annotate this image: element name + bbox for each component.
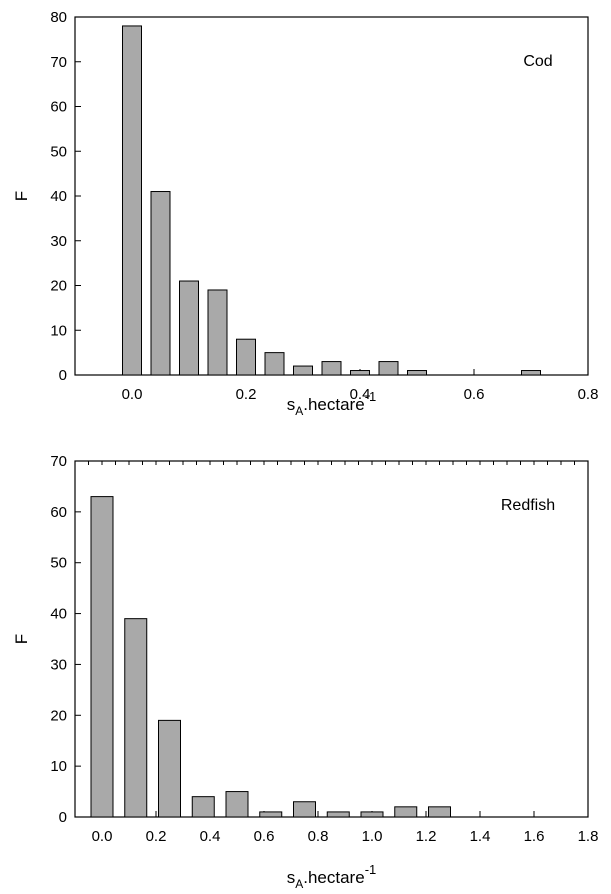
bar bbox=[124, 618, 148, 818]
y-tick-label: 70 bbox=[50, 54, 67, 71]
x-tick-label: 1.4 bbox=[470, 828, 491, 845]
chart-panel-1: 0 10 20 30 40 50 60 70 80 0.0 0.2 0.4 0.6 0.8 Cod FsA.h… bbox=[12, 9, 598, 418]
y-tick-label: 20 bbox=[50, 278, 67, 295]
y-tick-label: 10 bbox=[50, 758, 67, 775]
y-tick-label: 60 bbox=[50, 504, 67, 521]
bar bbox=[264, 352, 285, 376]
bar bbox=[90, 496, 114, 818]
panel-annotation: Cod bbox=[523, 53, 552, 70]
bar bbox=[122, 25, 142, 376]
x-tick-label: 0.4 bbox=[200, 828, 221, 845]
x-tick-label: 1.8 bbox=[578, 828, 599, 845]
y-tick-label: 50 bbox=[50, 555, 67, 572]
bar bbox=[394, 806, 418, 818]
plot-frame bbox=[74, 460, 589, 818]
bar bbox=[360, 811, 384, 818]
bar bbox=[179, 280, 199, 376]
x-tick-label: 0.0 bbox=[122, 386, 143, 403]
y-tick-label: 0 bbox=[59, 367, 67, 384]
y-tick-label: 40 bbox=[50, 606, 67, 623]
y-tick-label: 0 bbox=[59, 809, 67, 826]
x-tick-label: 0.4 bbox=[350, 386, 371, 403]
bar bbox=[207, 289, 228, 376]
y-tick-label: 80 bbox=[50, 9, 67, 26]
bar bbox=[259, 811, 283, 818]
x-tick-label: 0.0 bbox=[92, 828, 113, 845]
x-tick-label: 1.0 bbox=[362, 828, 383, 845]
x-tick-label: 0.6 bbox=[254, 828, 275, 845]
y-axis-label: F bbox=[12, 191, 31, 201]
chart-panel-2: 0 10 20 30 40 50 60 70 0.0 0.2 0.4 0.6 0.8 1.0 1.2 1.4 1… bbox=[12, 453, 598, 891]
bar bbox=[293, 801, 316, 818]
x-tick-label: 0.8 bbox=[578, 386, 599, 403]
y-tick-label: 30 bbox=[50, 656, 67, 673]
bar bbox=[350, 370, 370, 376]
bar bbox=[521, 370, 541, 376]
y-tick-label: 50 bbox=[50, 143, 67, 160]
y-tick-label: 70 bbox=[50, 453, 67, 470]
y-tick-label: 40 bbox=[50, 188, 67, 205]
bar bbox=[191, 796, 215, 818]
x-tick-label: 1.6 bbox=[524, 828, 545, 845]
bar bbox=[378, 361, 399, 376]
y-tick-label: 10 bbox=[50, 322, 67, 339]
bar bbox=[293, 365, 313, 376]
x-tick-label: 1.2 bbox=[416, 828, 437, 845]
bar bbox=[225, 791, 249, 818]
y-axis-label: F bbox=[12, 634, 31, 644]
bar bbox=[428, 806, 451, 818]
bar bbox=[326, 811, 350, 818]
x-tick-label: 0.8 bbox=[308, 828, 329, 845]
bar bbox=[407, 370, 427, 376]
panel-annotation: Redfish bbox=[501, 497, 555, 514]
x-tick-label: 0.6 bbox=[464, 386, 485, 403]
x-tick-label: 0.2 bbox=[236, 386, 257, 403]
x-tick-label: 0.2 bbox=[146, 828, 167, 845]
y-tick-label: 30 bbox=[50, 233, 67, 250]
bar bbox=[321, 361, 342, 376]
bar bbox=[236, 338, 256, 376]
x-axis-label: sA.hectare-1 bbox=[287, 389, 377, 418]
bar bbox=[158, 719, 181, 818]
y-tick-label: 60 bbox=[50, 99, 67, 116]
y-tick-label: 20 bbox=[50, 707, 67, 724]
x-axis-label: sA.hectare-1 bbox=[287, 862, 377, 891]
bar bbox=[150, 191, 171, 376]
